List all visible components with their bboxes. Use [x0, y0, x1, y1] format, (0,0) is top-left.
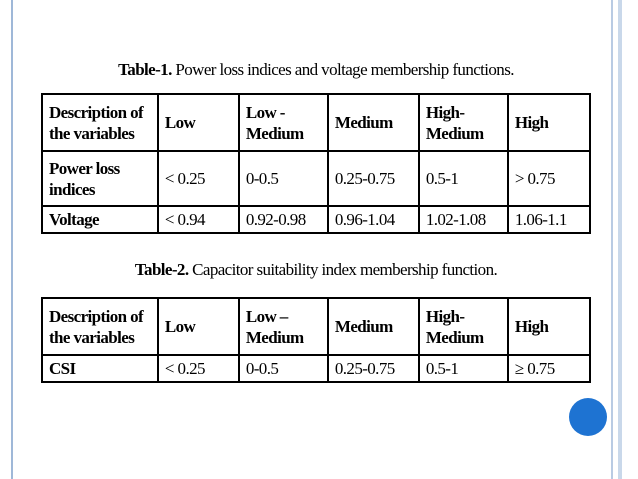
cell: 0-0.5 [237, 354, 329, 383]
header-cell: Description of the variables [41, 297, 159, 356]
caption-text: Capacitor suitability index membership f… [192, 260, 498, 279]
cell: 0.92-0.98 [237, 205, 329, 234]
header-cell: High- Medium [417, 297, 509, 356]
caption-label: Table-2. [134, 260, 189, 279]
cell: 0.5-1 [417, 354, 509, 383]
cell: 0.25-0.75 [326, 354, 420, 383]
decor-circle [569, 398, 607, 436]
header-cell: Low – Medium [237, 297, 329, 356]
table-row: Voltage < 0.94 0.92-0.98 0.96-1.04 1.02-1.08… [41, 205, 592, 234]
header-cell: Medium [326, 297, 420, 356]
row-label: Voltage [41, 205, 159, 234]
header-cell: High- Medium [417, 93, 509, 152]
table-row: CSI < 0.25 0-0.5 0.25-0.75 0.5-1 ≥ 0.75 [41, 354, 592, 383]
table: Description of the variables Low Low – Med… [41, 297, 592, 383]
header-row: Description of the variables Low Low - Med… [41, 93, 592, 152]
cell: 0.25-0.75 [326, 150, 420, 207]
header-row: Description of the variables Low Low – Med… [41, 297, 592, 356]
row-label: Power loss indices [41, 150, 159, 207]
row-label: CSI [41, 354, 159, 383]
cell: 1.02-1.08 [417, 205, 509, 234]
table-caption: Table-2. Capacitor suitability index mem… [41, 260, 591, 280]
cell: 0-0.5 [237, 150, 329, 207]
caption-text: Power loss indices and voltage membershi… [175, 60, 514, 79]
cell: < 0.25 [156, 354, 240, 383]
table-row: Power loss indices < 0.25 0-0.5 0.25-0.75 0.… [41, 150, 592, 207]
cell: ≥ 0.75 [506, 354, 592, 383]
caption-label: Table-1. [118, 60, 172, 79]
header-cell: Medium [326, 93, 420, 152]
left-border [11, 0, 13, 479]
header-cell: Description of the variables [41, 93, 159, 152]
header-cell: Low [156, 297, 240, 356]
cell: > 0.75 [506, 150, 592, 207]
cell: < 0.25 [156, 150, 240, 207]
right-border [618, 0, 622, 479]
header-cell: Low [156, 93, 240, 152]
header-cell: High [506, 93, 592, 152]
right-border [611, 0, 613, 479]
cell: 0.96-1.04 [326, 205, 420, 234]
header-cell: Low - Medium [237, 93, 329, 152]
cell: 1.06-1.1 [506, 205, 592, 234]
cell: < 0.94 [156, 205, 240, 234]
table-caption: Table-1. Power loss indices and voltage … [41, 60, 591, 80]
cell: 0.5-1 [417, 150, 509, 207]
table: Description of the variables Low Low - Med… [41, 93, 592, 234]
header-cell: High [506, 297, 592, 356]
